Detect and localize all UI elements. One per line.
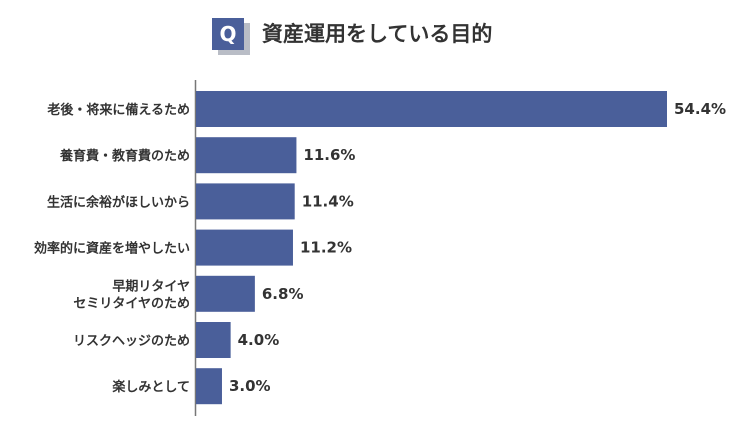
- value-label-3: 11.2%: [300, 239, 352, 257]
- category-label-2: 生活に余裕がほしいから: [47, 194, 190, 210]
- chart-title: 資産運用をしている目的: [262, 22, 493, 46]
- value-label-6: 3.0%: [229, 377, 271, 395]
- category-label-0: 老後・将来に備えるため: [46, 102, 190, 118]
- bar-5: [196, 322, 231, 358]
- category-label-2-line-0: 生活に余裕がほしいから: [47, 194, 190, 210]
- category-label-6: 楽しみとして: [111, 379, 190, 395]
- bars-layer: 54.4% 老後・将来に備えるため 11.6% 養育費・教育費のため 11.4% 生活に余…: [34, 91, 726, 405]
- category-label-0-line-0: 老後・将来に備えるため: [46, 102, 190, 118]
- value-label-1: 11.6%: [303, 146, 355, 164]
- question-badge: Q: [212, 18, 244, 50]
- category-label-3: 効率的に資産を増やしたい: [34, 241, 190, 257]
- category-label-4-line-1: セミリタイヤのため: [73, 296, 190, 311]
- category-label-1-line-0: 養育費・教育費のため: [59, 148, 190, 164]
- category-label-3-line-0: 効率的に資産を増やしたい: [34, 241, 190, 257]
- bar-1: [196, 137, 297, 174]
- category-label-4: 早期リタイヤセミリタイヤのため: [73, 279, 190, 311]
- bar-3: [196, 229, 293, 266]
- value-label-4: 6.8%: [262, 285, 304, 303]
- value-label-2: 11.4%: [302, 192, 354, 210]
- chart-header: Q 資産運用をしている目的: [0, 14, 753, 58]
- value-label-5: 4.0%: [238, 331, 280, 349]
- bar-0: [196, 91, 667, 127]
- category-label-4-line-0: 早期リタイヤ: [112, 279, 190, 294]
- category-label-5: リスクヘッジのため: [73, 334, 190, 349]
- value-label-0: 54.4%: [674, 100, 726, 118]
- bar-2: [196, 183, 295, 220]
- bar-6: [196, 368, 222, 405]
- category-label-1: 養育費・教育費のため: [59, 148, 190, 164]
- bar-4: [196, 275, 255, 312]
- category-label-5-line-0: リスクヘッジのため: [73, 334, 190, 349]
- category-label-6-line-0: 楽しみとして: [111, 379, 190, 395]
